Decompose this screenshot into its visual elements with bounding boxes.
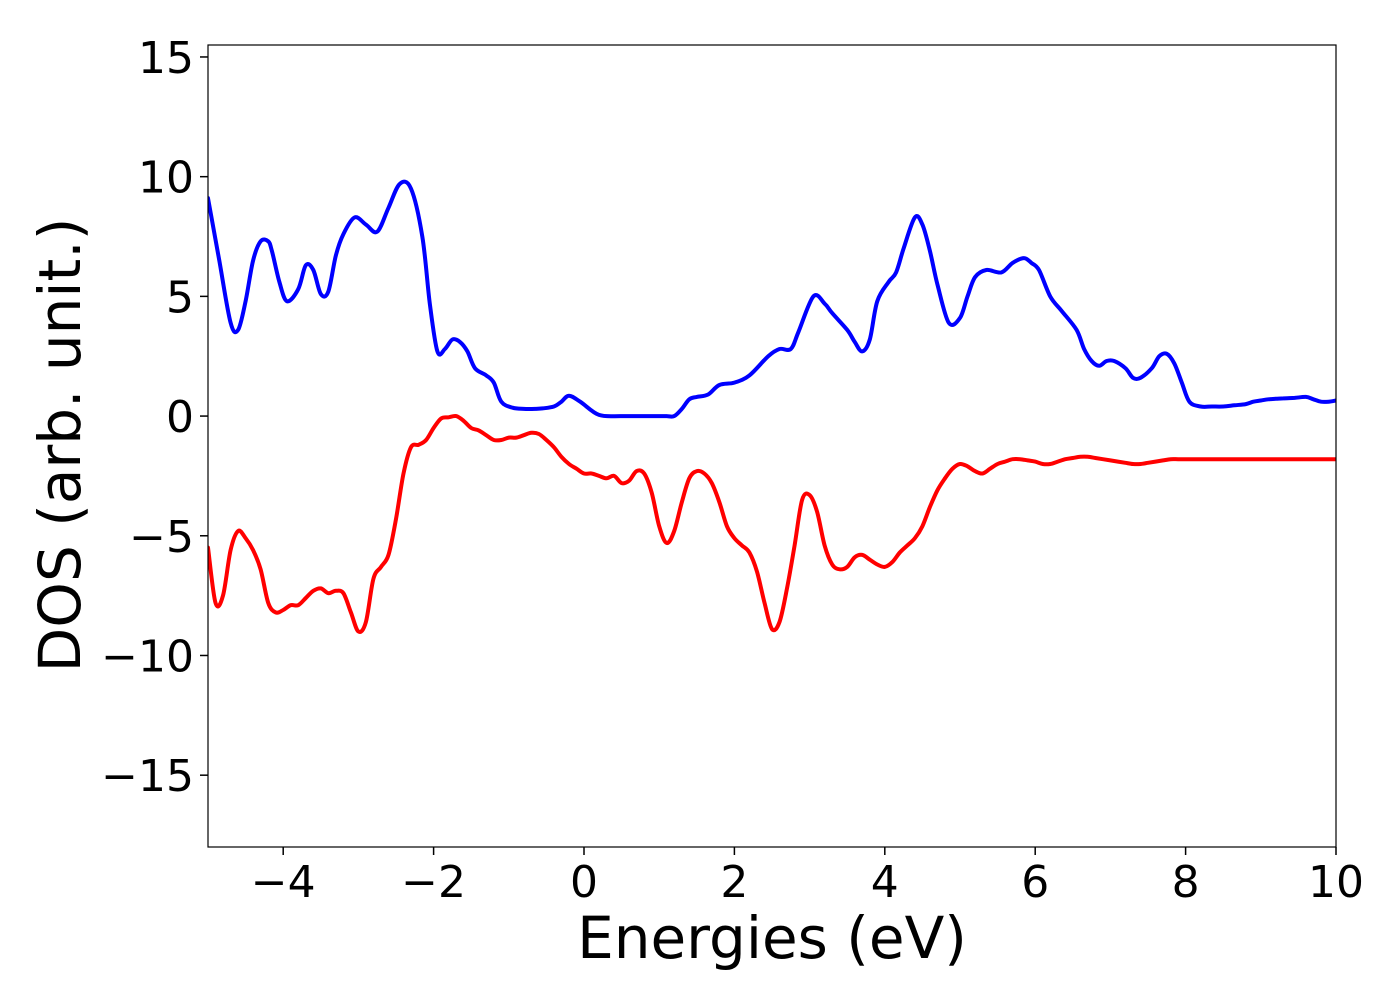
y-tick-label: −5 [129,512,194,563]
x-tick-label: 2 [720,857,748,908]
y-tick-label: 5 [166,272,194,323]
series-line-2 [208,413,1336,634]
series-layer [208,179,1336,634]
x-tick-label: −4 [251,857,316,908]
ticks-layer: −4 −2 0 2 4 6 8 10 15 10 5 0 −5 −10 −15 [101,33,1364,908]
x-tick-label: −2 [401,857,466,908]
axes-layer [207,44,1337,848]
x-tick-label: 8 [1172,857,1200,908]
y-tick-label: −10 [101,631,194,682]
y-tick-label: 0 [166,392,194,443]
y-tick-label: −15 [101,751,194,802]
y-axis-label: DOS (arb. unit.) [26,218,94,673]
x-tick-label: 0 [570,857,598,908]
axes-frame [207,44,1337,848]
x-axis-label: Energies (eV) [577,904,967,972]
y-tick-label: 15 [138,33,194,84]
x-tick-label: 10 [1308,857,1364,908]
series-line-1 [208,179,1336,419]
x-tick-label: 6 [1021,857,1049,908]
x-tick-label: 4 [871,857,899,908]
y-tick-label: 10 [138,153,194,204]
